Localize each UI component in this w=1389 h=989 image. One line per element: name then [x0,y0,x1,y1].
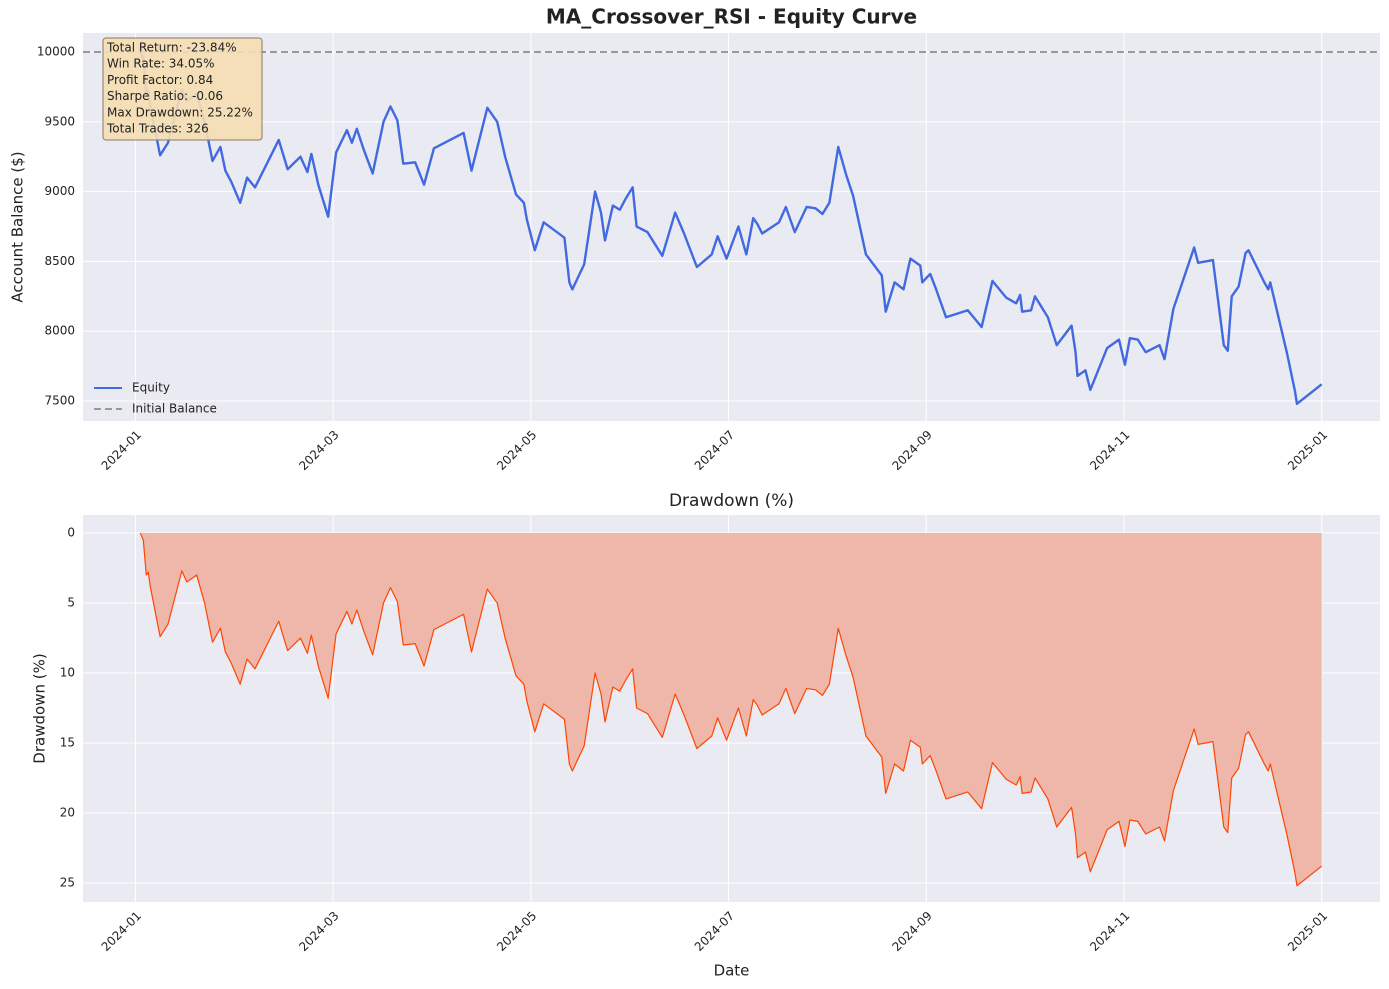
y-tick-label: 15 [60,736,75,750]
y-tick-label: 9500 [44,114,75,128]
x-tick-label: 2024-09 [889,428,934,473]
y-axis-label: Account Balance ($) [9,151,27,302]
x-tick-label: 2024-05 [494,909,539,954]
y-tick-label: 8500 [44,254,75,268]
x-tick-label: 2024-11 [1087,428,1132,473]
stats-text: Profit Factor: 0.84 [107,73,213,87]
y-tick-label: 9000 [44,184,75,198]
y-axis-label: Drawdown (%) [31,653,49,763]
x-tick-label: 2024-05 [494,428,539,473]
y-tick-label: 10000 [37,44,75,58]
y-tick-label: 7500 [44,394,75,408]
y-tick-label: 20 [60,805,75,819]
stats-text: Win Rate: 34.05% [107,57,214,71]
x-tick-label: 2024-03 [296,909,341,954]
stats-box [102,37,263,141]
chart-title: MA_Crossover_RSI - Equity Curve [546,5,917,29]
chart-title: Drawdown (%) [669,491,794,511]
stats-text: Total Trades: 326 [106,122,209,136]
y-tick-label: 8000 [44,324,75,338]
series-line [139,532,1323,887]
x-tick-label: 2024-01 [99,428,144,473]
stats-text: Sharpe Ratio: -0.06 [107,89,223,103]
legend-label: Equity [132,381,170,395]
y-tick-label: 5 [67,596,75,610]
x-axis-label: Date [714,962,750,980]
x-tick-label: 2024-07 [692,428,737,473]
plot-background [83,33,1380,421]
y-tick-label: 0 [67,526,75,540]
x-tick-label: 2024-11 [1087,909,1132,954]
x-tick-label: 2024-07 [692,909,737,954]
stats-text: Total Return: -23.84% [106,41,237,55]
x-tick-label: 2025-01 [1285,428,1330,473]
area-fill [140,533,1322,886]
x-tick-label: 2024-09 [889,909,934,954]
legend-label: Initial Balance [132,402,217,416]
x-tick-label: 2025-01 [1285,909,1330,954]
stats-text: Max Drawdown: 25.22% [107,105,253,119]
x-tick-label: 2024-03 [296,428,341,473]
series-line [139,51,1323,406]
y-tick-label: 10 [60,666,75,680]
y-tick-label: 25 [60,875,75,889]
x-tick-label: 2024-01 [99,909,144,954]
